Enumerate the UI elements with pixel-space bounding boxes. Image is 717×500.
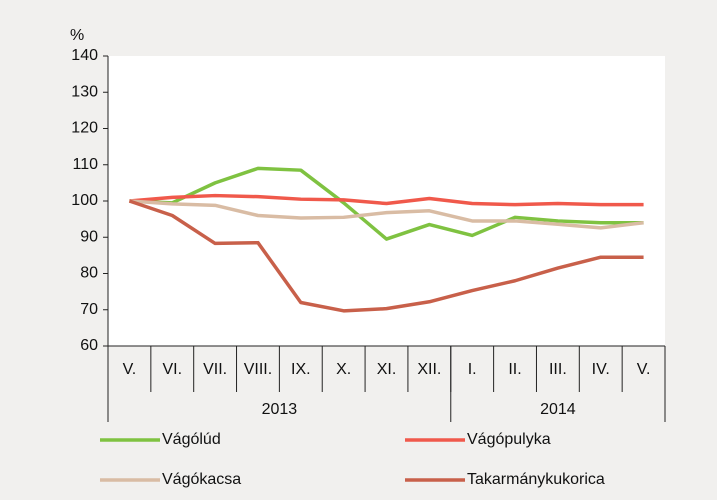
- x-tick-label: VI.: [162, 361, 182, 378]
- legend-label: Takarmánykukorica: [467, 471, 605, 488]
- x-tick-label: III.: [549, 361, 567, 378]
- x-tick-label: X.: [336, 361, 351, 378]
- y-tick-label: 70: [80, 301, 98, 318]
- y-tick-label: 130: [71, 83, 98, 100]
- group-label: 2014: [540, 401, 576, 418]
- legend-label: Vágókacsa: [162, 471, 241, 488]
- y-tick-label: 110: [72, 156, 98, 173]
- x-tick-label: I.: [468, 361, 477, 378]
- y-tick-label: 60: [80, 337, 98, 354]
- y-tick-label: 120: [71, 120, 98, 137]
- legend-label: Vágólúd: [162, 431, 221, 448]
- x-tick-label: XII.: [417, 361, 441, 378]
- legend-label: Vágópulyka: [467, 431, 551, 448]
- series-line: [128, 199, 644, 313]
- x-tick-label: IV.: [592, 361, 610, 378]
- series-line: [129, 199, 644, 230]
- x-tick-label: VII.: [203, 361, 227, 378]
- group-label: 2013: [262, 401, 298, 418]
- series-line: [129, 193, 644, 207]
- series-line: [129, 166, 644, 241]
- x-tick-label: V.: [637, 361, 651, 378]
- x-tick-label: VIII.: [244, 361, 272, 378]
- x-tick-label: IX.: [291, 361, 311, 378]
- y-tick-label: 80: [80, 265, 98, 282]
- x-tick-label: II.: [508, 361, 521, 378]
- y-tick-label: 140: [71, 47, 98, 64]
- x-tick-label: V.: [123, 361, 137, 378]
- y-unit: %: [70, 27, 84, 44]
- y-tick-label: 90: [80, 228, 98, 245]
- x-tick-label: XI.: [377, 361, 397, 378]
- plot-area: [108, 56, 665, 346]
- y-tick-label: 100: [71, 192, 98, 209]
